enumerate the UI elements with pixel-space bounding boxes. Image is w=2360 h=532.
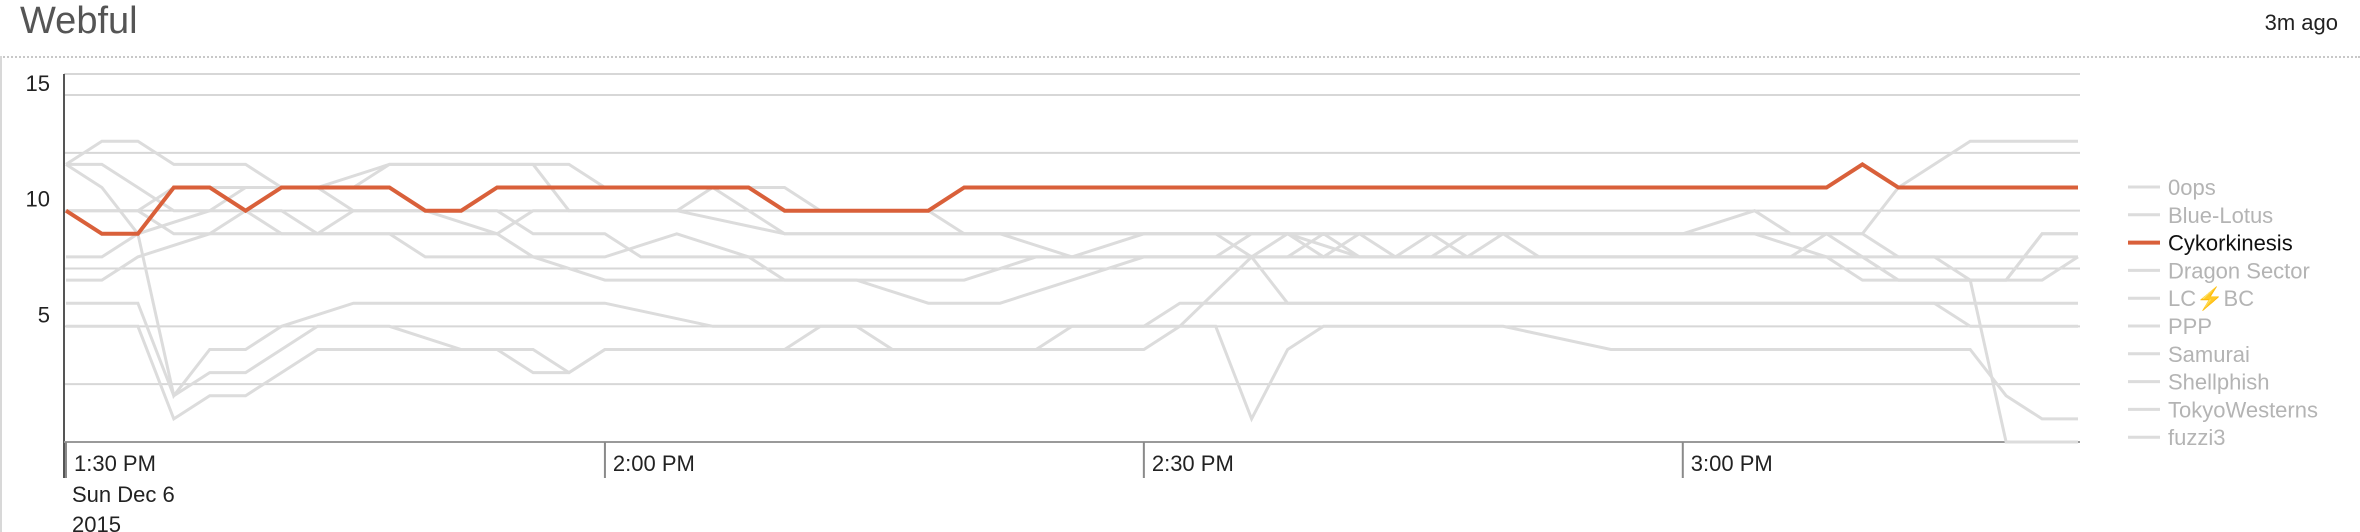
legend-label-lc-bc: LC⚡BC xyxy=(2168,286,2254,312)
y-tick-label: 10 xyxy=(26,187,50,212)
series-line-0ops xyxy=(65,163,2078,400)
legend-label-0ops: 0ops xyxy=(2168,175,2216,200)
series-line-tokyowesterns xyxy=(66,301,2078,423)
series-line-cykorkinesis xyxy=(64,162,2078,236)
x-tick-label: 1:30 PM xyxy=(74,451,156,476)
legend-label-fuzzi3: fuzzi3 xyxy=(2168,425,2225,450)
x-tick-label: 2:00 PM xyxy=(613,451,695,476)
x-tick-sublabel: Sun Dec 6 xyxy=(72,482,175,507)
series-line-ppp xyxy=(66,209,2079,282)
chart-grid xyxy=(64,73,2080,443)
chart-axes: 5 10 15 1:30 PM Sun Dec 6 2015 2:00 PM 2:30 PM 3… xyxy=(26,71,2080,532)
legend-label-dragon-sector: Dragon Sector xyxy=(2168,258,2310,283)
x-tick-label: 2:30 PM xyxy=(1152,451,1234,476)
legend-label-samurai: Samurai xyxy=(2168,342,2250,367)
x-tick-label: 3:00 PM xyxy=(1691,451,1773,476)
panel-title: Webful xyxy=(20,0,138,42)
series-line-fuzzi3 xyxy=(66,162,2078,444)
title-divider xyxy=(0,56,2360,58)
last-updated-label: 3m ago xyxy=(2264,10,2338,35)
legend-label-tokyowesterns: TokyoWesterns xyxy=(2168,397,2318,422)
y-tick-label: 5 xyxy=(38,302,50,327)
legend-label-cykorkinesis: Cykorkinesis xyxy=(2168,231,2293,256)
legend-label-blue-lotus: Blue-Lotus xyxy=(2168,203,2273,228)
series-line-shellphish xyxy=(66,254,2078,422)
y-tick-label: 15 xyxy=(26,71,50,96)
legend-label-ppp: PPP xyxy=(2168,314,2212,339)
panel-left-border xyxy=(0,56,2,532)
legend-label-shellphish: Shellphish xyxy=(2168,370,2270,395)
chart-series xyxy=(64,139,2079,444)
x-tick-sublabel: 2015 xyxy=(72,512,121,532)
